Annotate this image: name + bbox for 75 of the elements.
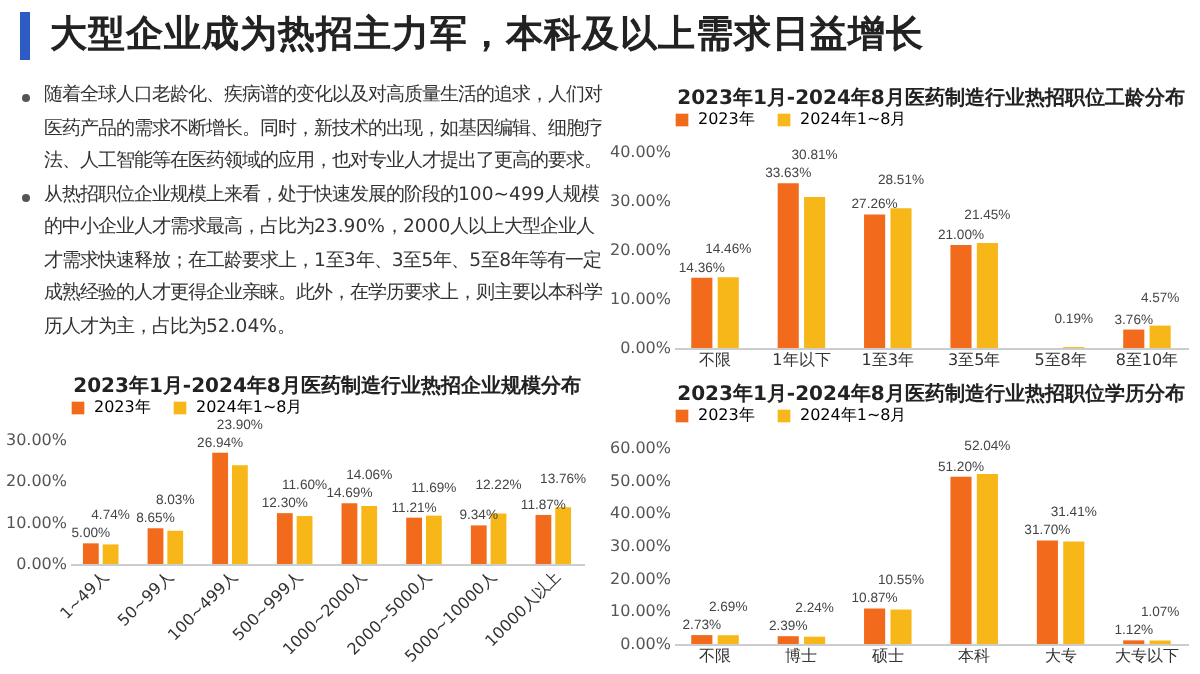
legend-label: 2024年1~8月	[196, 398, 303, 416]
bar	[102, 544, 119, 564]
chart-title: 2023年1月-2024年8月医药制造行业热招企业规模分布	[73, 374, 581, 398]
bar	[691, 277, 713, 348]
y-tick-label: 0.00%	[16, 555, 68, 573]
x-tick-label: 1至3年	[861, 351, 914, 369]
bar	[864, 608, 886, 644]
bar	[717, 635, 739, 644]
y-tick-label: 60.00%	[609, 439, 672, 457]
y-tick-label: 30.00%	[5, 431, 68, 449]
y-tick-label: 30.00%	[609, 192, 672, 210]
bar	[976, 242, 998, 348]
x-tick-label: 硕士	[869, 647, 904, 665]
text: 随着全球人口老龄化、疾病谱的变化以及对高质量生活的追求，人们对医药产品的需求不断增长。同时，新技术的出现，如基因编辑、细胞疗法、人工智能等在医药领域的应用，也对专业人才提出了更高的要求。	[44, 82, 605, 176]
bar	[976, 474, 998, 644]
y-tick-label: 40.00%	[609, 504, 672, 523]
y-tick-label: 20.00%	[609, 241, 672, 259]
x-tick-label: 本科	[958, 647, 991, 665]
chart-title: 2023年1月-2024年8月医药制造行业热招职位学历分布	[677, 382, 1185, 406]
bar	[341, 503, 358, 564]
bar	[1123, 329, 1145, 348]
bar	[1063, 541, 1085, 644]
y-tick-label: 10.00%	[5, 513, 68, 532]
text: 大型企业成为热招主力军，本科及以上需求日益增长	[20, 12, 924, 60]
y-tick-label: 30.00%	[609, 537, 672, 555]
bar	[167, 530, 184, 564]
x-tick-label: 不限	[699, 351, 732, 369]
bar	[406, 517, 423, 564]
bar	[950, 245, 972, 348]
bar	[864, 214, 886, 348]
legend-label: 2024年1~8月	[800, 110, 907, 128]
bar	[777, 183, 799, 348]
bar	[555, 507, 572, 564]
x-tick-label: 博士	[785, 647, 818, 665]
bar	[890, 609, 912, 644]
x-tick-label: 大专以下	[1114, 647, 1179, 665]
chart-title: 2023年1月-2024年8月医药制造行业热招职位工龄分布	[677, 86, 1185, 110]
bar	[82, 543, 99, 564]
bar	[276, 513, 293, 564]
y-tick-label: 10.00%	[609, 290, 672, 308]
bar	[950, 476, 972, 644]
bar	[470, 525, 487, 564]
bar	[425, 515, 442, 564]
bar	[147, 528, 164, 564]
bar	[361, 505, 378, 564]
x-tick-label: 3至5年	[948, 351, 1001, 369]
x-tick-label: 不限	[699, 647, 732, 665]
y-tick-label: 20.00%	[609, 569, 672, 588]
legend-label: 2024年1~8月	[800, 406, 907, 424]
x-tick-label: 大专	[1044, 647, 1077, 665]
y-tick-label: 20.00%	[5, 472, 68, 491]
bar	[804, 197, 826, 348]
bar	[1149, 325, 1171, 348]
y-tick-label: 10.00%	[609, 602, 672, 621]
bar	[296, 516, 313, 564]
text: 从热招职位企业规模上来看，处于快速发展的阶段的100~499人规模的中小企业人才需求最高，占比为23.90%，2000人以上大型企业人才需求快速释放；在工龄要求上，1至3年、3至5年、5至8年等有一定成熟经验的人才更得企业亲睐。此外，在学历要求上，则主要以本科学历人才为主，占比为52.04%。	[44, 181, 604, 341]
bar	[1036, 540, 1058, 644]
bar	[535, 514, 552, 564]
bar	[691, 635, 713, 644]
y-tick-label: 50.00%	[609, 471, 672, 490]
bar	[777, 636, 799, 644]
legend-label: 2023年	[698, 406, 755, 424]
y-tick-label: 0.00%	[620, 635, 672, 653]
bar	[212, 452, 229, 564]
y-tick-label: 40.00%	[609, 143, 672, 161]
bar	[717, 277, 739, 348]
bar	[231, 465, 248, 564]
legend-label: 2023年	[698, 110, 755, 128]
bar	[804, 636, 826, 644]
x-tick-label: 8至10年	[1115, 351, 1179, 369]
x-tick-label: 5至8年	[1034, 351, 1087, 369]
x-tick-label: 1年以下	[772, 351, 831, 369]
bar	[890, 208, 912, 348]
legend-label: 2023年	[94, 398, 151, 416]
y-tick-label: 0.00%	[620, 339, 672, 357]
